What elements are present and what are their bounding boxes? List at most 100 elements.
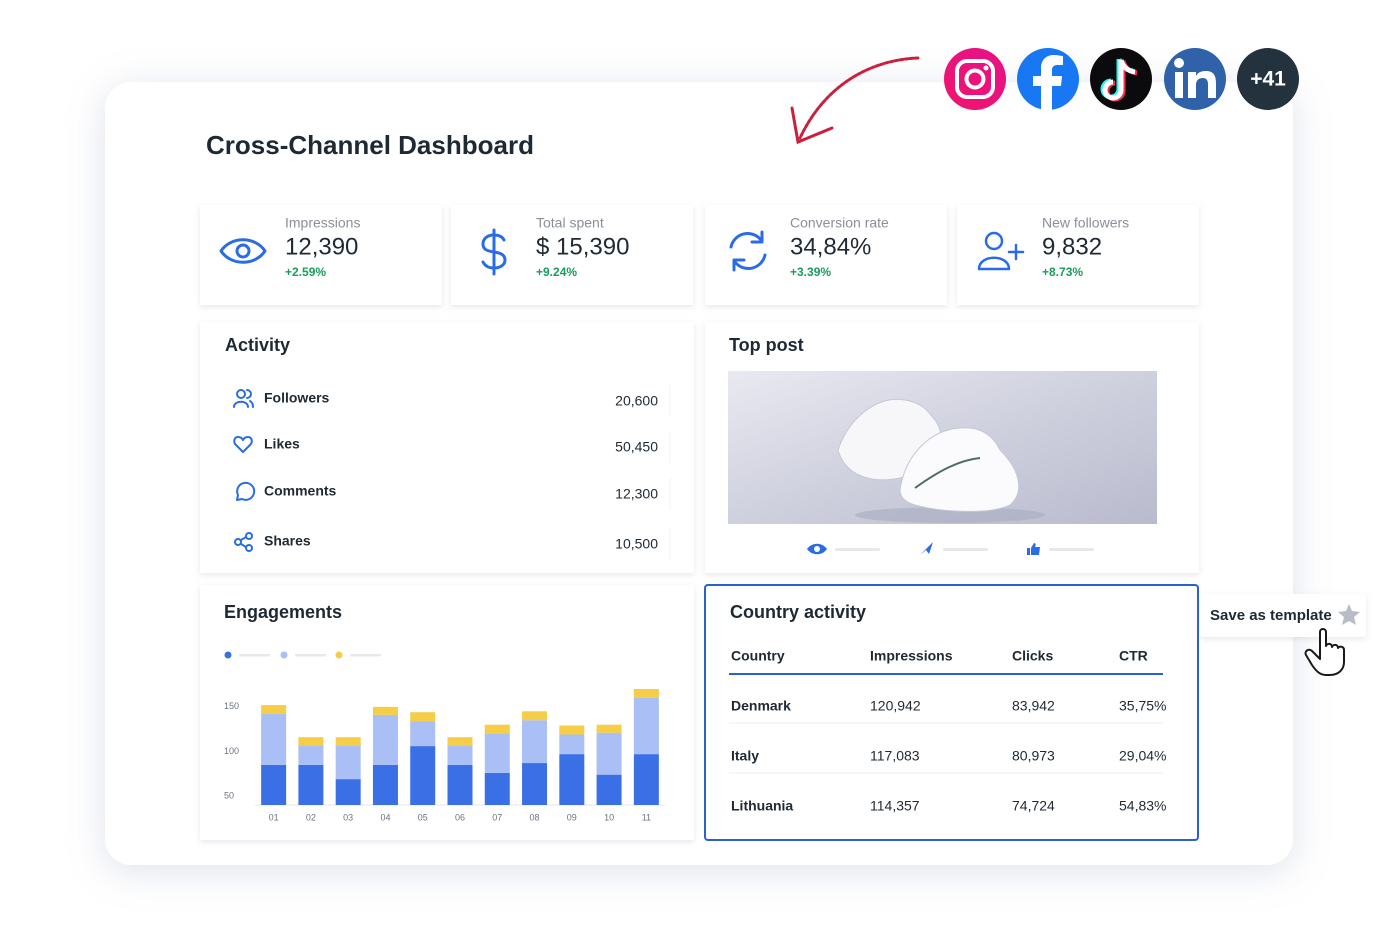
tiktok-icon [1090,48,1152,110]
tooltip-box[interactable] [1200,594,1366,637]
bar-segment [447,764,473,805]
bar-segment [559,734,585,755]
x-tick-label: 03 [343,812,353,822]
linkedin-icon [1164,48,1226,110]
kpi-icon [219,238,267,264]
legend-dot [224,651,232,659]
kpi-value: 12,390 [285,233,358,260]
bar-segment [447,745,473,765]
country-table: Country Impressions Clicks CTR Denmark 120,94… [731,648,1166,814]
bar-segment [596,774,622,805]
y-tick-label: 100 [224,746,239,756]
country-name: Denmark [731,698,791,714]
activity-label: Shares [264,533,311,549]
legend-line [295,654,326,657]
activity-panel [200,322,694,573]
activity-label: Comments [264,483,337,499]
country-name: Italy [731,748,759,764]
table-cell: 35,75% [1119,698,1166,714]
chart-title: Engagements [224,602,342,622]
bar-segment [633,697,659,755]
legend-dot [280,651,288,659]
kpi-icon [977,231,1025,271]
save-template-tooltip[interactable]: Save as template [1200,594,1366,637]
bar-segment [261,705,287,714]
kpi-label: Impressions [285,215,360,231]
column-header: CTR [1119,648,1148,664]
bar-segment [410,746,436,805]
bar-segment [447,737,473,746]
bar-segment [298,737,324,746]
country-activity-title: Country activity [730,602,866,622]
x-tick-label: 01 [269,812,279,822]
y-tick-label: 50 [224,790,234,800]
bar-segment [335,779,361,805]
country-activity-panel [704,584,1199,841]
legend-line [350,654,381,657]
save-template-button[interactable]: Save as template [1210,607,1332,624]
bar-segment [335,737,361,746]
comments-icon [236,481,256,501]
x-tick-label: 04 [380,812,390,822]
pointer-arrow [790,56,920,145]
table-cell: 74,724 [1012,798,1055,814]
table-cell: 29,04% [1119,748,1166,764]
kpi-card [957,205,1199,305]
kpi-card [451,205,693,305]
table-cell: 114,357 [870,798,920,814]
kpi-icon [481,228,507,276]
kpi-label: Conversion rate [790,215,889,231]
kpi-icon [729,230,767,272]
top-post-image [728,371,1157,524]
x-tick-label: 10 [604,812,614,822]
more-networks-badge: +41 [1237,48,1299,110]
bar-segment [633,754,659,805]
bar-segment [484,772,510,805]
bar-segment [335,745,361,780]
activity-value: 10,500 [615,536,658,552]
x-tick-label: 06 [455,812,465,822]
table-cell: 83,942 [1012,698,1055,714]
table-cell: 80,973 [1012,748,1055,764]
x-tick-label: 11 [642,812,651,822]
bar-segment [559,725,585,735]
bar-segment [559,754,585,805]
legend-dot [335,651,343,659]
bar-segment [298,764,324,805]
y-tick-label: 150 [224,701,239,711]
activity-value: 20,600 [615,393,658,409]
activity-label: Likes [264,436,300,452]
kpi-card [705,205,947,305]
post-stats [807,542,1094,555]
bar-segment [261,764,287,805]
hand-cursor [1304,628,1345,676]
instagram-icon [944,48,1006,110]
x-tick-label: 07 [492,812,502,822]
bar-segment [410,721,436,747]
x-tick-label: 08 [530,812,540,822]
dashboard-title: Cross-Channel Dashboard [206,130,534,160]
bar-segment [522,720,548,764]
facebook-icon [1017,48,1079,110]
legend-line [239,654,270,657]
x-tick-label: 02 [306,812,316,822]
bar-segment [596,732,622,775]
column-header: Country [731,648,785,664]
bar-segment [484,724,510,734]
kpi-change: +3.39% [790,265,831,279]
column-header: Impressions [870,648,953,664]
activity-rows: Followers 20,600 Likes 50,450 Comments 12,300… [264,385,671,560]
followers-icon [233,389,254,408]
bar-segment [484,733,510,773]
table-cell: 117,083 [870,748,920,764]
star-icon[interactable] [1338,604,1360,625]
likes-icon [233,436,253,453]
bar-segment [633,689,659,698]
kpi-value: 34,84% [790,233,871,260]
shares-icon [234,532,253,552]
kpi-label: New followers [1042,215,1129,231]
column-header: Clicks [1012,648,1053,664]
bar-segment [261,713,287,765]
